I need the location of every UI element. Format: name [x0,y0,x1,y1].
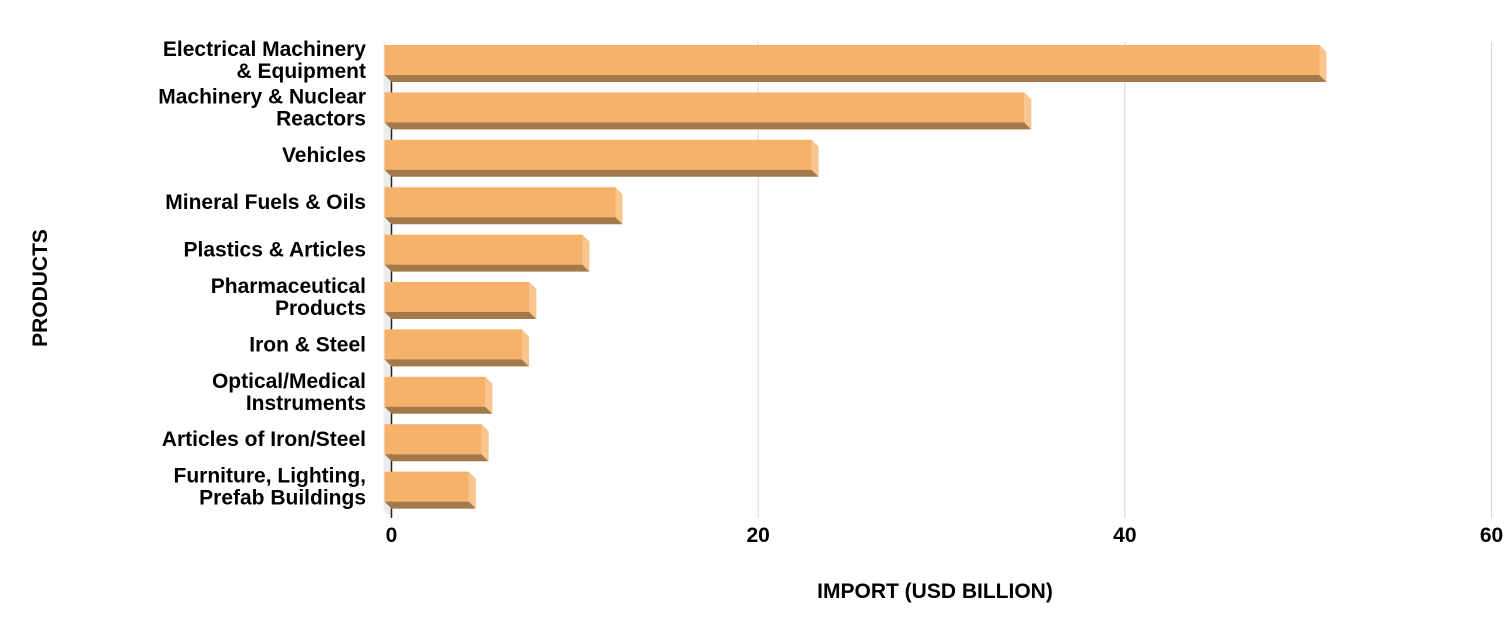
bar [384,45,1327,82]
category-labels: Electrical Machinery & EquipmentMachinery… [158,38,366,510]
category-label: Plastics & Articles [184,239,366,262]
bar-bottom [384,122,1032,130]
category-label-line: Mineral Fuels & Oils [165,191,366,214]
bar [384,234,590,272]
bar-front [384,282,530,312]
category-label: Articles of Iron/Steel [162,428,366,451]
bar [384,376,493,414]
bar-front [384,234,583,265]
bar-end [522,329,529,367]
x-axis-title: IMPORT (USD BILLION) [817,580,1053,603]
category-label-line: Instruments [246,392,366,415]
category-label: Mineral Fuels & Oils [165,191,366,214]
category-label-line: Prefab Buildings [199,487,366,510]
bar [384,282,537,319]
bar-front [384,45,1320,75]
category-label-line: Electrical Machinery [163,38,366,61]
category-label-line: Products [275,297,366,320]
bar-bottom [384,169,819,177]
bar-bottom [384,454,489,462]
category-label-line: Reactors [276,107,366,130]
category-label-line: Vehicles [282,144,366,167]
category-label: Furniture, Lighting, Prefab Buildings [174,465,366,510]
bar-end [529,282,537,319]
bar [384,187,623,225]
bar-end [811,139,819,177]
x-tick-label: 40 [1113,524,1136,547]
category-label: Electrical Machinery & Equipment [163,38,366,83]
bar-bottom [384,75,1327,82]
bar [384,139,819,177]
category-label-line: Plastics & Articles [184,239,366,262]
bar-end [1319,45,1327,82]
bar-front [384,471,469,502]
bar-bottom [384,217,623,225]
bar [384,424,489,462]
x-tick-label: 20 [746,524,769,547]
bar-bottom [384,501,476,509]
bar-front [384,139,812,170]
category-label-line: Furniture, Lighting, [174,465,366,488]
y-axis-title: PRODUCTS [29,229,52,347]
bar [384,329,529,367]
bar-bottom [384,312,537,319]
bar-bottom [384,359,529,367]
bar-bottom [384,264,590,272]
category-label-line: Pharmaceutical [211,275,366,298]
bar [384,471,476,509]
bar-end [481,424,489,462]
bar-front [384,376,486,407]
category-label-line: & Equipment [237,60,367,83]
category-label: Pharmaceutical Products [211,275,366,320]
bar-end [468,471,476,509]
bars [384,45,1327,509]
bar-end [582,234,590,272]
x-tick-labels: 0 20 40 60 [386,524,1504,547]
category-label-line: Optical/Medical [212,370,366,393]
bar-end [615,187,623,225]
x-tick-label: 0 [386,524,398,547]
category-label: Vehicles [282,144,366,167]
category-label-line: Iron & Steel [249,333,366,356]
bar-bottom [384,406,493,414]
bar-front [384,92,1025,123]
x-tick-label: 60 [1480,524,1503,547]
category-label-line: Machinery & Nuclear [158,85,366,108]
category-label: Iron & Steel [249,333,366,356]
bar [384,92,1032,130]
category-label-line: Articles of Iron/Steel [162,428,366,451]
bar-front [384,329,522,360]
bar-end [1024,92,1032,130]
bar-end [485,376,493,414]
category-label: Optical/Medical Instruments [212,370,366,415]
bar-front [384,187,616,218]
bar-front [384,424,482,455]
category-label: Machinery & Nuclear Reactors [158,85,366,130]
